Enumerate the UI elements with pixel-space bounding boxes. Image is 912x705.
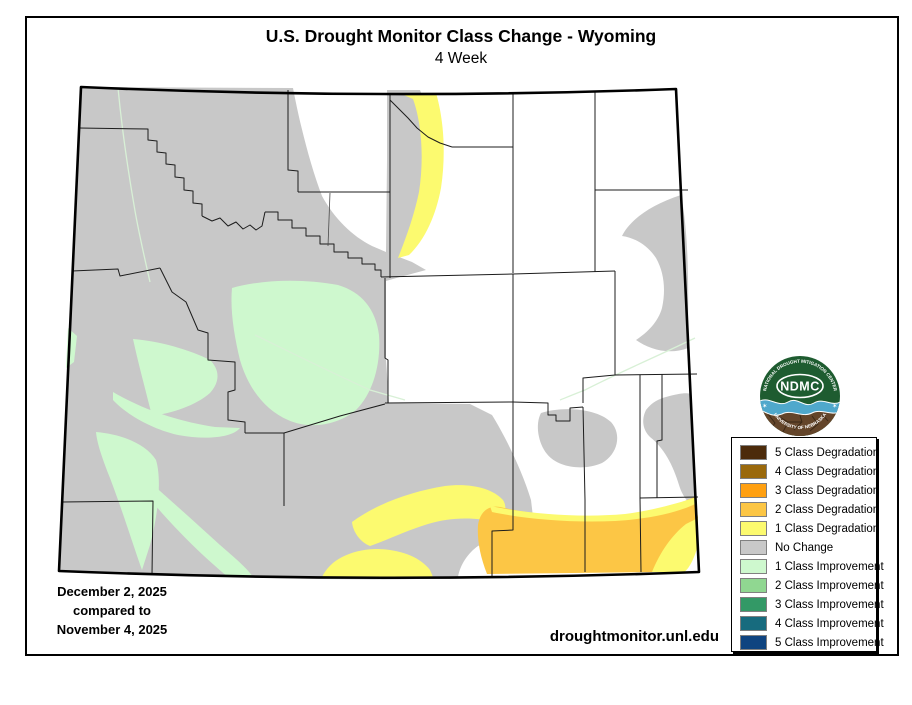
date-previous: November 4, 2025 bbox=[56, 622, 168, 637]
county-boundaries bbox=[61, 90, 699, 578]
legend-label: 4 Class Degradation bbox=[775, 465, 880, 478]
title-block: U.S. Drought Monitor Class Change - Wyom… bbox=[25, 26, 897, 68]
legend-swatch bbox=[740, 521, 767, 536]
logo-star-left: ✶ bbox=[762, 402, 768, 410]
legend-label: 4 Class Improvement bbox=[775, 617, 884, 630]
date-current: December 2, 2025 bbox=[57, 584, 167, 599]
legend-swatch bbox=[740, 483, 767, 498]
legend-swatch bbox=[740, 635, 767, 650]
date-connector: compared to bbox=[72, 603, 151, 618]
no-change-region-northeast bbox=[622, 195, 689, 352]
river-bighorn bbox=[117, 87, 151, 283]
degradation1-corner-wedge bbox=[652, 518, 698, 572]
legend-item: 4 Class Improvement bbox=[740, 614, 884, 633]
legend-label: 3 Class Improvement bbox=[775, 598, 884, 611]
no-change-region-east-edge bbox=[643, 393, 697, 508]
degradation1-region-north bbox=[398, 93, 444, 258]
legend-item: 1 Class Degradation bbox=[740, 519, 880, 538]
legend-item: 1 Class Improvement bbox=[740, 557, 884, 576]
page-subtitle: 4 Week bbox=[434, 50, 488, 67]
comparison-dates: December 2, 2025 compared to November 4,… bbox=[28, 582, 196, 639]
ndmc-logo: NDMC NATIONAL DROUGHT MITIGATION CENTER … bbox=[758, 354, 842, 438]
logo-ellipse-ring bbox=[776, 373, 824, 399]
legend-item: 3 Class Improvement bbox=[740, 595, 884, 614]
wyoming-state-border bbox=[57, 85, 701, 580]
no-change-region-albany bbox=[537, 409, 618, 468]
improvement-region-southwest-arm bbox=[149, 482, 253, 577]
river-niobrara bbox=[559, 337, 696, 401]
legend-item: 5 Class Degradation bbox=[740, 443, 880, 462]
improvement-region-crescent bbox=[113, 392, 240, 438]
legend-label: 2 Class Degradation bbox=[775, 503, 880, 516]
legend-label: 1 Class Degradation bbox=[775, 522, 880, 535]
degradation1-region-southwest-band bbox=[352, 485, 506, 546]
legend-swatch bbox=[740, 597, 767, 612]
legend-label: 2 Class Improvement bbox=[775, 579, 884, 592]
legend-swatch bbox=[740, 540, 767, 555]
legend-item: 2 Class Degradation bbox=[740, 500, 880, 519]
legend-swatch bbox=[740, 502, 767, 517]
river-wind bbox=[254, 334, 406, 401]
legend-item: 5 Class Improvement bbox=[740, 633, 884, 652]
logo-river-wave bbox=[760, 399, 840, 416]
logo-star-right: ✶ bbox=[832, 402, 838, 410]
degradation1-fringe bbox=[490, 498, 697, 522]
legend-label: No Change bbox=[775, 541, 834, 554]
improvement-region-sublette-upper bbox=[133, 339, 218, 416]
legend-item: 3 Class Degradation bbox=[740, 481, 880, 500]
legend-label: 3 Class Degradation bbox=[775, 484, 880, 497]
legend-swatch bbox=[740, 616, 767, 631]
website-url: droughtmonitor.unl.edu bbox=[549, 628, 719, 645]
legend-swatch bbox=[740, 464, 767, 479]
improvement-region-fremont bbox=[231, 280, 380, 426]
logo-acronym: NDMC bbox=[780, 380, 820, 394]
page-title: U.S. Drought Monitor Class Change - Wyom… bbox=[265, 26, 657, 46]
legend-item: 2 Class Improvement bbox=[740, 576, 884, 595]
legend-item: 4 Class Degradation bbox=[740, 462, 880, 481]
class-change-legend: 5 Class Degradation 4 Class Degradation 3 … bbox=[731, 437, 884, 652]
legend-swatch bbox=[740, 559, 767, 574]
legend-label: 1 Class Improvement bbox=[775, 560, 884, 573]
legend-swatch bbox=[740, 578, 767, 593]
legend-label: 5 Class Improvement bbox=[775, 636, 884, 649]
legend-swatch bbox=[740, 445, 767, 460]
legend-item: No Change bbox=[740, 538, 876, 557]
degradation1-region-south-strip bbox=[322, 549, 433, 577]
legend-label: 5 Class Degradation bbox=[775, 446, 880, 459]
